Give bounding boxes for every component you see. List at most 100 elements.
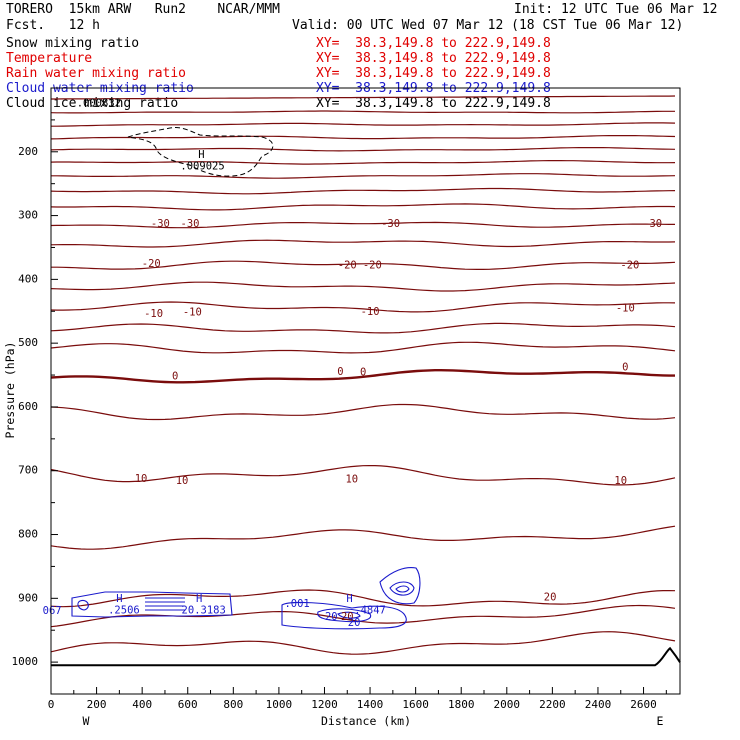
forecast-hour: Fcst. 12 h <box>6 18 100 33</box>
temperature-contour-label: 20 <box>544 592 557 604</box>
snow-mixing-ratio-label: .009025 <box>180 160 224 172</box>
x-tick-label: 1600 <box>402 698 429 711</box>
legend-temperature-label: Temperature <box>6 51 93 66</box>
y-tick-label: 700 <box>18 464 38 477</box>
isotherm-line <box>50 160 676 165</box>
temperature-contour-label: -30 <box>381 218 400 230</box>
temperature-contour-label: -10 <box>361 306 380 318</box>
temperature-contour-label: -10 <box>183 307 202 319</box>
temperature-contour-label: -10 <box>616 303 635 315</box>
isotherm-line <box>50 631 676 655</box>
x-tick-label: 2400 <box>585 698 612 711</box>
valid-time: Valid: 00 UTC Wed 07 Mar 12 (18 CST Tue … <box>292 18 684 33</box>
isotherm-line <box>50 203 676 211</box>
isotherm-line <box>50 281 676 292</box>
isotherm-line <box>50 110 675 114</box>
x-tick-label: 600 <box>178 698 198 711</box>
isotherm-line <box>50 465 676 486</box>
temperature-contour-label: -30 <box>643 218 662 230</box>
x-axis-label: Distance (km) <box>321 714 411 728</box>
legend-temperature-xy: XY= 38.3,149.8 to 222.9,149.8 <box>316 51 551 66</box>
isotherm-line <box>50 135 676 140</box>
init-time: Init: 12 UTC Tue 06 Mar 12 <box>514 2 718 17</box>
cloud-water-contour <box>395 585 410 593</box>
cloud-water-label: 20 <box>325 611 338 623</box>
temperature-contour-label: -20 <box>620 259 639 271</box>
cloud-water-label: H <box>116 593 122 605</box>
isotherm-line <box>50 187 676 195</box>
snow-mixing-ratio-label: .000832 <box>77 97 121 109</box>
temperature-contour-label: 20 <box>341 611 354 623</box>
legend-rain-label: Rain water mixing ratio <box>6 66 187 81</box>
x-tick-label: 2200 <box>539 698 566 711</box>
temperature-contour-label: 0 <box>622 361 628 373</box>
isotherm-line <box>50 147 676 152</box>
temperature-contour-label: 10 <box>135 473 148 485</box>
isotherm-line <box>50 525 676 550</box>
cloud-water-label: H <box>196 593 202 605</box>
y-tick-label: 800 <box>18 528 38 541</box>
x-tick-label: 2000 <box>494 698 521 711</box>
isotherm-line <box>51 95 676 100</box>
cloud-water-contour <box>317 608 372 623</box>
cloud-water-contour <box>77 599 89 611</box>
cloud-water-label: .2506 <box>108 604 140 616</box>
isotherm-line <box>50 301 676 313</box>
snow-mixing-ratio-label: H <box>198 149 204 161</box>
cloud-water-label: 067 <box>43 605 62 617</box>
x-axis-west-label: W <box>83 714 90 728</box>
legend-snow-label: Snow mixing ratio <box>6 36 140 51</box>
isotherm-line <box>50 341 676 354</box>
y-tick-label: 400 <box>18 272 38 285</box>
x-tick-label: 200 <box>87 698 107 711</box>
temperature-contour-label: 0 <box>360 367 366 379</box>
model-run-title: TORERO 15km ARW Run2 NCAR/MMM <box>6 2 280 17</box>
x-tick-label: 400 <box>132 698 152 711</box>
x-tick-label: 1400 <box>357 698 384 711</box>
y-tick-label: 300 <box>18 209 38 222</box>
temperature-contour-label: -20 <box>338 259 357 271</box>
isotherm-line <box>50 221 675 229</box>
y-tick-label: 200 <box>18 145 38 158</box>
x-tick-label: 1000 <box>266 698 293 711</box>
cloud-water-contour <box>389 581 415 596</box>
ground-surface-line <box>51 646 681 667</box>
isotherm-line <box>51 122 676 127</box>
y-tick-label: 600 <box>18 400 38 413</box>
x-tick-label: 2600 <box>630 698 657 711</box>
temperature-contour-label: 10 <box>614 475 627 487</box>
legend-snow-xy: XY= 38.3,149.8 to 222.9,149.8 <box>316 36 551 51</box>
temperature-contour-label: 0 <box>172 370 178 382</box>
cloud-water-label: 20.3183 <box>182 604 226 616</box>
cloud-water-label: H <box>346 593 352 605</box>
cloud-water-contour <box>71 591 233 618</box>
snow-contour <box>127 127 274 177</box>
isotherm-line <box>50 369 675 384</box>
cloud-water-label: 20 <box>348 617 361 629</box>
cloud-water-label: .4847 <box>354 604 386 616</box>
temperature-contour-label: 0 <box>337 366 343 378</box>
legend-cloud-ice-xy: XY= 38.3,149.8 to 222.9,149.8 <box>316 96 551 111</box>
temperature-contour-label: -20 <box>142 258 161 270</box>
y-tick-label: 900 <box>18 591 38 604</box>
y-axis-label: Pressure (hPa) <box>3 342 17 439</box>
cloud-water-contour <box>379 567 421 605</box>
isotherm-line <box>50 604 676 628</box>
plot-frame <box>50 87 681 695</box>
x-tick-label: 1800 <box>448 698 475 711</box>
temperature-contour-label: 10 <box>345 474 358 486</box>
cloud-water-label: .001 <box>284 598 309 610</box>
x-tick-label: 800 <box>223 698 243 711</box>
y-tick-label: 1000 <box>12 655 39 668</box>
isotherm-line <box>50 239 676 248</box>
legend-cloud-ice-label: Cloud ice mixing ratio <box>6 96 179 111</box>
x-axis-east-label: E <box>657 714 664 728</box>
y-tick-label: 500 <box>18 336 38 349</box>
temperature-contour-label: -10 <box>144 308 163 320</box>
cloud-water-contour <box>337 611 361 619</box>
isotherm-line <box>50 589 676 608</box>
isotherm-line <box>51 260 676 270</box>
cloud-water-contour <box>281 601 407 630</box>
x-tick-label: 0 <box>48 698 55 711</box>
